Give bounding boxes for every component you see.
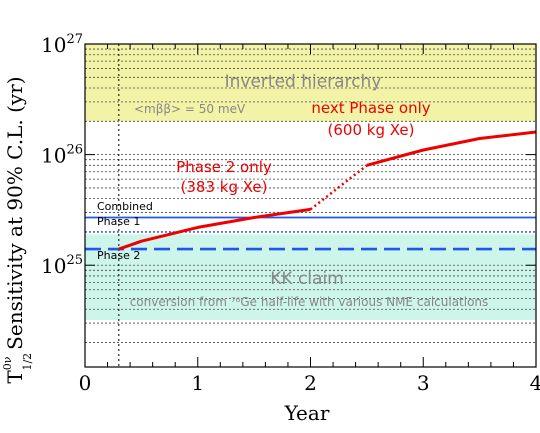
y-tick-base: 10: [41, 144, 66, 168]
y-tick-label-25: 1025: [41, 253, 83, 278]
series-line-2: [366, 130, 537, 167]
y-tick-exponent: 25: [66, 253, 83, 268]
series-label-next-phase-mass: (600 kg Xe): [328, 121, 415, 139]
y-axis-title: T0ν 1/2 Sensitivity at 90% C.L. (yr): [1, 76, 34, 383]
band-0: [85, 44, 536, 122]
gridlines: [85, 44, 536, 367]
band-annotation-mbb: <mββ> = 50 meV: [134, 102, 246, 116]
x-tick-label-2: 2: [304, 371, 317, 395]
y-tick-label-27: 1027: [41, 32, 83, 57]
y-axis-subscript: 1/2: [21, 353, 34, 371]
reference-label-2: Phase 2: [97, 249, 140, 262]
y-axis-symbol: T: [3, 370, 27, 384]
y-tick-base: 10: [41, 254, 66, 278]
band-annotation-conversion: conversion from ⁷⁶Ge half-life with vari…: [130, 295, 489, 309]
series-label-phase2: Phase 2 only: [176, 158, 272, 176]
x-tick-label-3: 3: [417, 371, 430, 395]
x-axis-title: Year: [284, 401, 330, 425]
y-tick-label-26: 1026: [41, 143, 83, 168]
reference-lines: [85, 216, 536, 251]
series-line-1: [309, 164, 368, 211]
y-axis-label-text: Sensitivity at 90% C.L. (yr): [3, 76, 27, 349]
y-tick-exponent: 27: [66, 32, 83, 47]
axis-ticks: [84, 43, 536, 367]
reference-label-1: Phase 1: [97, 215, 140, 228]
series-label-phase2-mass: (383 kg Xe): [181, 178, 268, 196]
y-axis-superscript: 0ν: [1, 356, 14, 370]
reference-label-0: Combined: [97, 200, 153, 213]
y-tick-exponent: 26: [66, 143, 83, 158]
band-label-inverted-hierarchy: Inverted hierarchy: [225, 72, 382, 92]
y-tick-base: 10: [41, 33, 66, 57]
series-layer: [118, 130, 537, 251]
series-label-next-phase: next Phase only: [311, 99, 430, 117]
x-tick-label-4: 4: [530, 371, 540, 395]
series-line-0: [118, 207, 311, 251]
x-tick-label-0: 0: [79, 371, 92, 395]
band-label-kk-claim: KK claim: [270, 269, 343, 289]
x-tick-label-1: 1: [191, 371, 204, 395]
